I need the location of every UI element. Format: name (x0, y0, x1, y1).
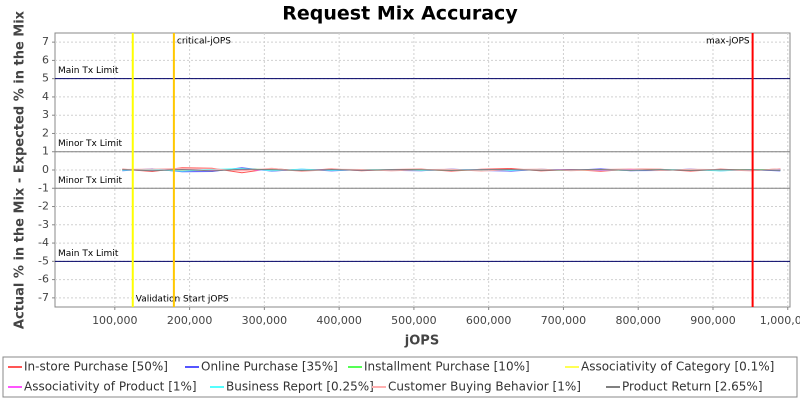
x-tick-label: 900,000 (690, 314, 736, 327)
legend-label: In-store Purchase [50%] (24, 360, 168, 374)
x-tick-label: 1,000,000 (760, 314, 800, 327)
marker-label: Validation Start jOPS (136, 295, 229, 305)
x-tick-label: 300,000 (242, 314, 288, 327)
y-tick-label: 4 (42, 90, 49, 103)
chart-title: Request Mix Accuracy (282, 3, 518, 25)
marker-label: Main Tx Limit (58, 249, 119, 259)
x-tick-label: 600,000 (466, 314, 512, 327)
legend-label: Business Report [0.25%] (226, 380, 374, 394)
y-tick-label: -6 (38, 273, 49, 286)
marker-label: max-jOPS (706, 37, 750, 47)
x-tick-label: 200,000 (167, 314, 213, 327)
legend-label: Associativity of Category [0.1%] (581, 360, 774, 374)
marker-label: critical-jOPS (177, 37, 231, 47)
x-tick-label: 100,000 (92, 314, 138, 327)
y-tick-label: 2 (42, 126, 49, 139)
x-tick-label: 500,000 (391, 314, 437, 327)
marker-label: Minor Tx Limit (58, 139, 123, 149)
marker-label: Main Tx Limit (58, 66, 119, 76)
y-tick-label: -4 (38, 236, 49, 249)
marker-label: Minor Tx Limit (58, 176, 123, 186)
y-tick-label: -3 (38, 218, 49, 231)
legend-label: Online Purchase [35%] (201, 360, 338, 374)
y-tick-label: -7 (38, 291, 49, 304)
legend-label: Installment Purchase [10%] (364, 360, 530, 374)
y-tick-label: -1 (38, 181, 49, 194)
y-tick-label: 0 (42, 163, 49, 176)
y-tick-label: -2 (38, 200, 49, 213)
legend-label: Customer Buying Behavior [1%] (388, 380, 581, 394)
y-tick-label: -5 (38, 254, 49, 267)
x-axis-label: jOPS (404, 334, 439, 349)
y-tick-label: 6 (42, 53, 49, 66)
y-tick-label: 7 (42, 35, 49, 48)
y-tick-label: 1 (42, 145, 49, 158)
y-tick-label: 5 (42, 72, 49, 85)
x-tick-label: 800,000 (615, 314, 661, 327)
y-tick-label: 3 (42, 108, 49, 121)
legend-label: Product Return [2.65%] (622, 380, 763, 394)
legend-label: Associativity of Product [1%] (24, 380, 197, 394)
x-tick-label: 400,000 (316, 314, 362, 327)
x-tick-label: 700,000 (541, 314, 587, 327)
y-axis-label: Actual % in the Mix - Expected % in the … (13, 10, 28, 329)
